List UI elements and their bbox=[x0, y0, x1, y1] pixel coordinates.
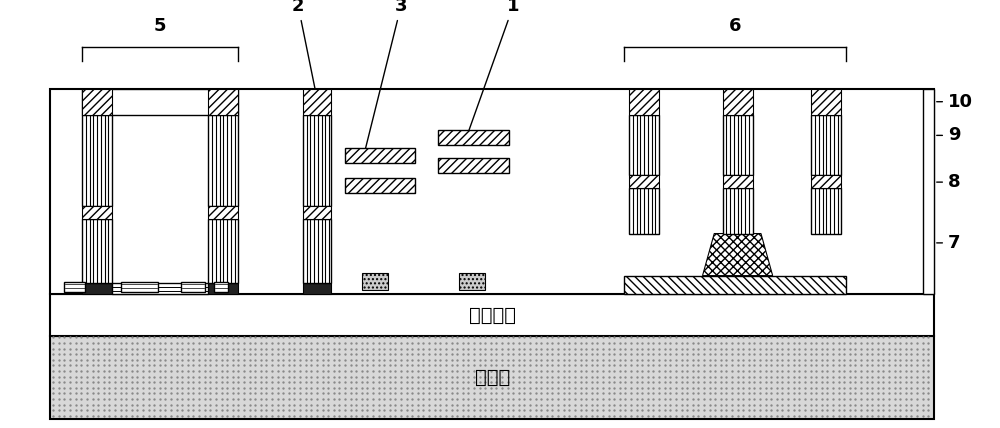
Bar bbox=[629, 115, 659, 175]
Bar bbox=[345, 178, 415, 193]
Text: 7: 7 bbox=[937, 234, 960, 252]
Bar bbox=[82, 206, 112, 219]
Bar bbox=[624, 276, 846, 294]
Bar bbox=[459, 273, 485, 290]
Bar bbox=[208, 115, 238, 206]
Bar bbox=[82, 89, 112, 115]
Bar bbox=[723, 115, 753, 175]
Text: 2: 2 bbox=[292, 0, 316, 95]
Bar bbox=[811, 188, 841, 234]
Text: 3: 3 bbox=[364, 0, 407, 153]
Bar bbox=[303, 115, 331, 206]
Bar bbox=[723, 175, 753, 188]
Text: 9: 9 bbox=[937, 126, 960, 144]
Bar bbox=[50, 336, 934, 419]
Bar bbox=[811, 89, 841, 115]
Bar bbox=[362, 273, 388, 290]
Bar bbox=[303, 89, 331, 115]
Text: 5: 5 bbox=[154, 18, 167, 36]
Bar bbox=[345, 149, 415, 163]
Bar bbox=[723, 188, 753, 234]
Bar bbox=[923, 89, 934, 294]
Bar bbox=[438, 130, 509, 145]
Bar bbox=[811, 115, 841, 175]
Bar bbox=[208, 219, 238, 283]
Bar bbox=[629, 175, 659, 188]
Bar bbox=[121, 282, 158, 291]
Bar bbox=[50, 89, 934, 294]
Bar bbox=[723, 89, 753, 115]
Bar bbox=[303, 283, 331, 294]
Text: 10: 10 bbox=[937, 93, 973, 111]
Bar bbox=[181, 282, 205, 291]
Bar bbox=[629, 188, 659, 234]
Bar bbox=[82, 115, 112, 206]
Bar bbox=[303, 206, 331, 219]
Bar bbox=[64, 282, 85, 291]
Bar bbox=[438, 158, 509, 173]
Bar bbox=[208, 89, 238, 115]
Text: 二氧化硅: 二氧化硅 bbox=[469, 306, 516, 325]
Text: 6: 6 bbox=[729, 18, 742, 36]
Bar bbox=[82, 219, 112, 283]
Bar bbox=[629, 89, 659, 115]
Polygon shape bbox=[703, 234, 773, 276]
Text: 1: 1 bbox=[467, 0, 519, 135]
Text: 8: 8 bbox=[937, 173, 961, 191]
Text: 硅衷底: 硅衷底 bbox=[475, 368, 510, 387]
Bar bbox=[82, 89, 238, 115]
Bar bbox=[303, 219, 331, 283]
Bar bbox=[811, 175, 841, 188]
Bar bbox=[214, 282, 228, 291]
Bar bbox=[208, 283, 238, 294]
Bar bbox=[112, 283, 208, 294]
Bar bbox=[82, 283, 112, 294]
Bar bbox=[50, 294, 934, 336]
Bar bbox=[208, 206, 238, 219]
